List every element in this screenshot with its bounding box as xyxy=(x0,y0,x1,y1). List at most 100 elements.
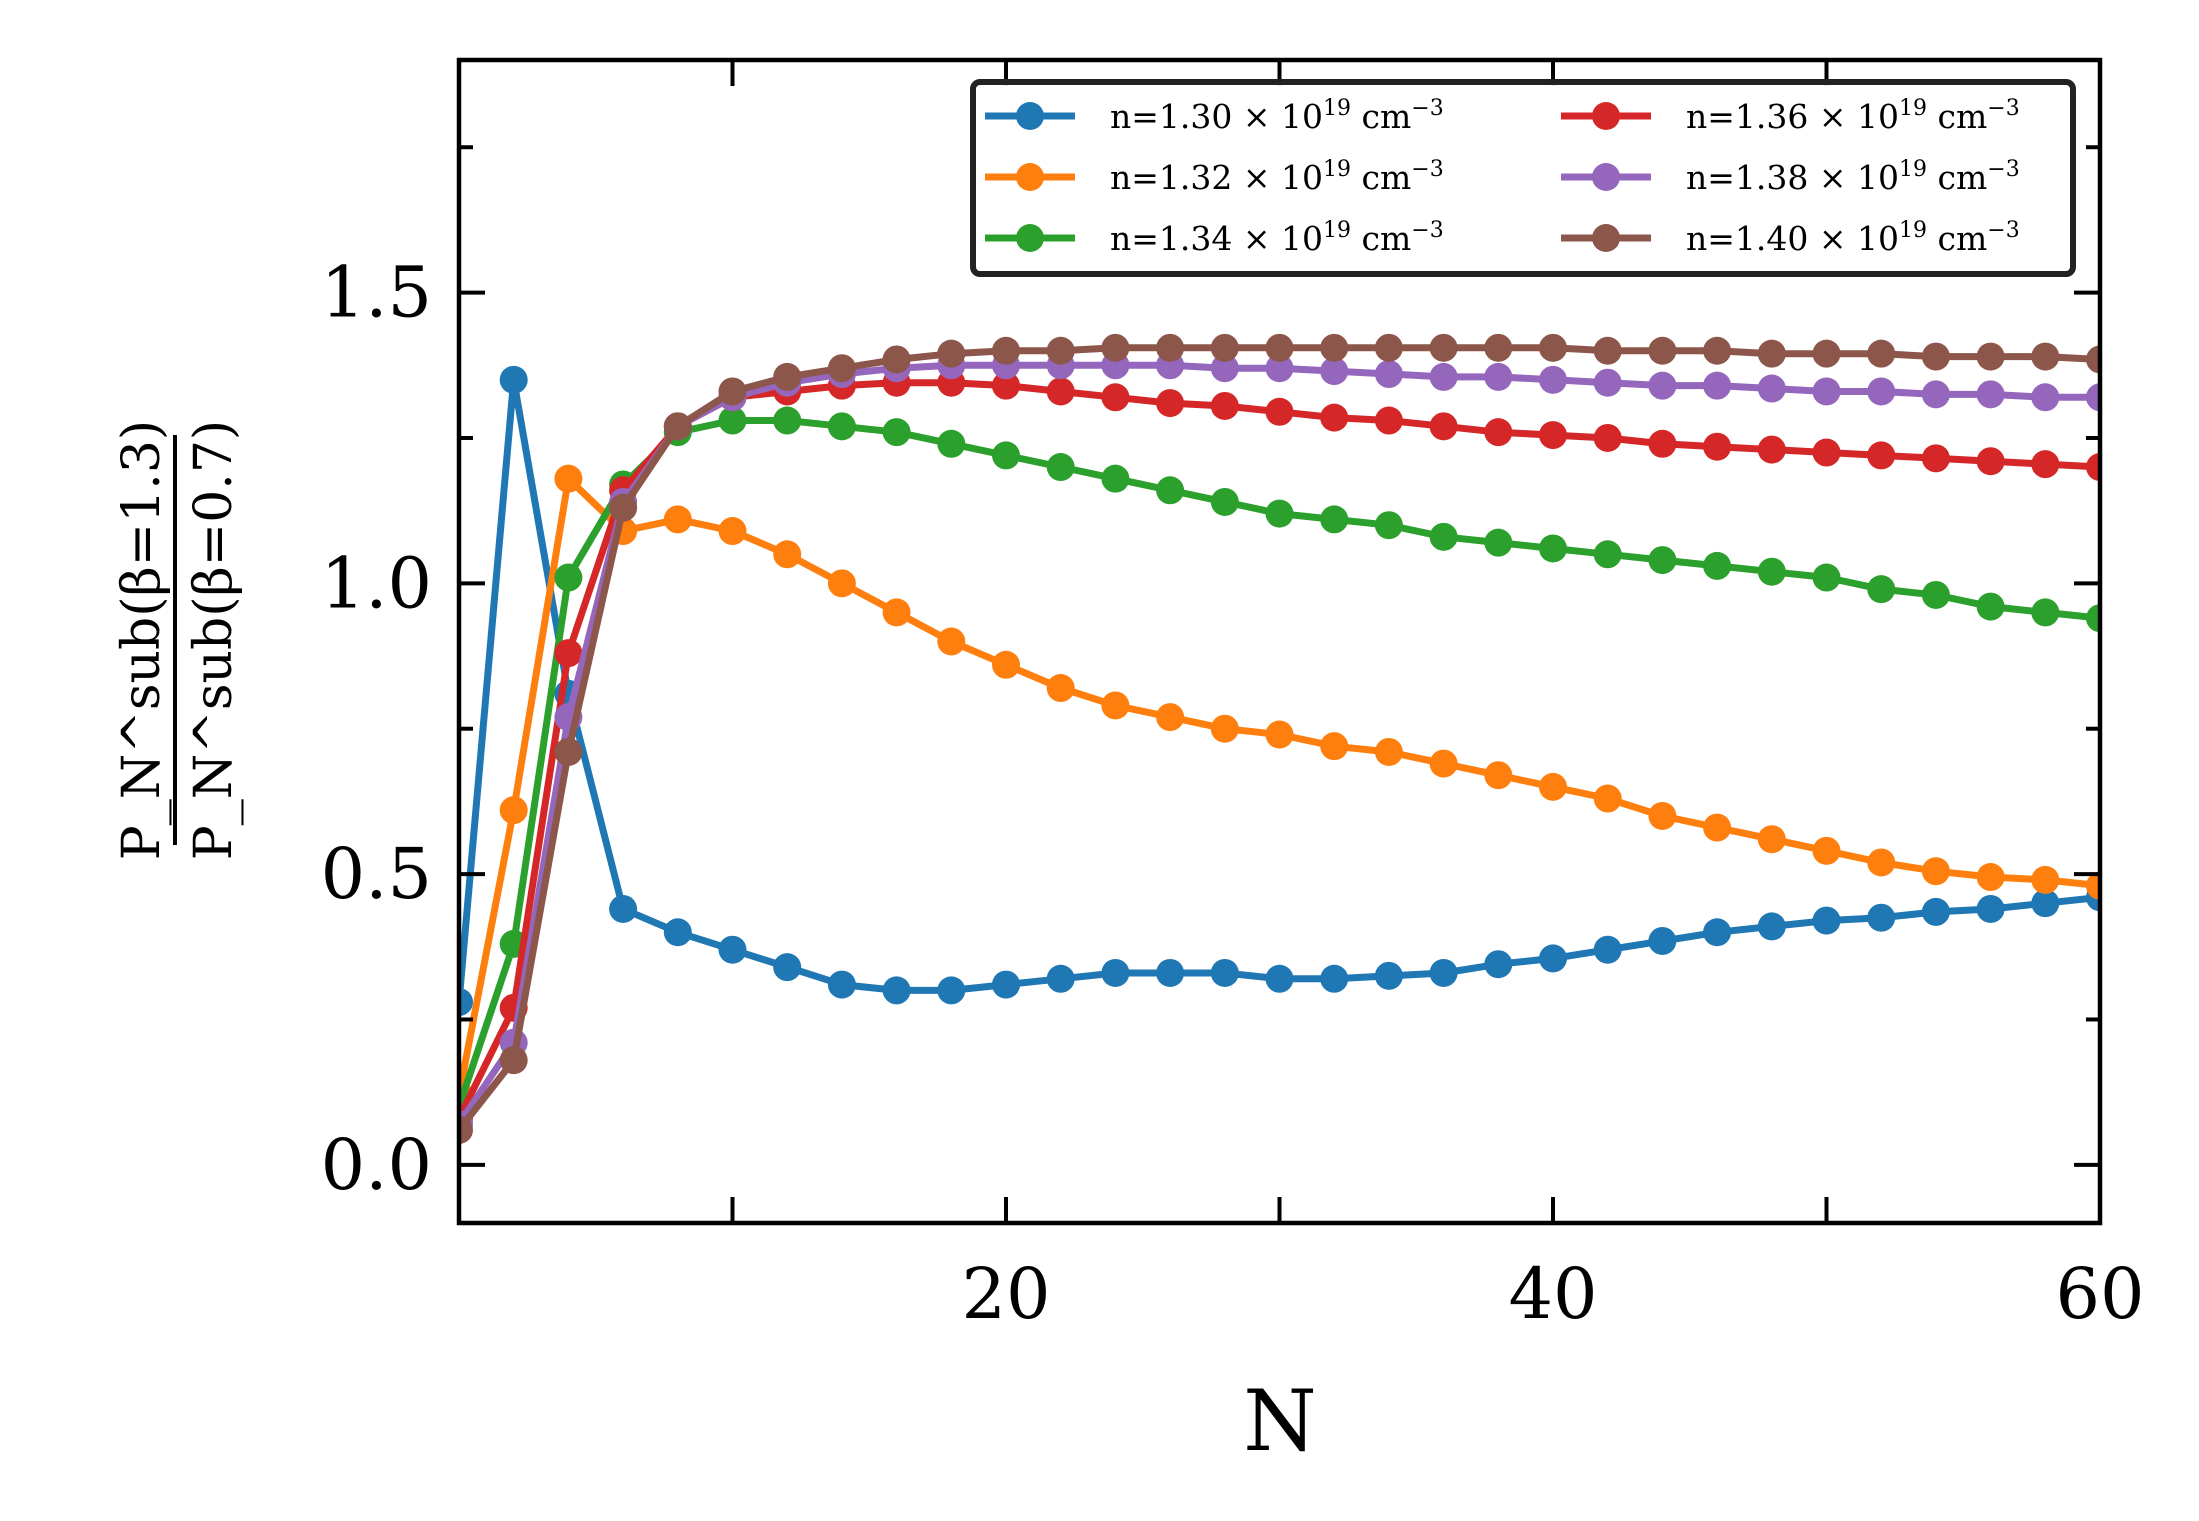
data-point xyxy=(1648,546,1677,575)
data-point xyxy=(827,354,856,383)
data-point xyxy=(2086,453,2100,482)
data-point xyxy=(1703,813,1732,842)
data-point xyxy=(1593,784,1622,813)
data-point xyxy=(1101,333,1130,362)
data-point xyxy=(1921,380,1950,409)
legend-swatch-marker xyxy=(1592,163,1620,191)
data-point xyxy=(1812,906,1841,935)
data-point xyxy=(1976,863,2005,892)
x-tick-label: 20 xyxy=(961,1253,1050,1335)
data-point xyxy=(1976,380,2005,409)
data-point xyxy=(1320,732,1349,761)
series-line xyxy=(459,376,2100,1003)
data-point xyxy=(1703,551,1732,580)
data-point xyxy=(1593,423,1622,452)
data-point xyxy=(827,970,856,999)
data-point xyxy=(1593,935,1622,964)
data-point xyxy=(1867,339,1896,368)
data-point xyxy=(1156,958,1185,987)
data-point xyxy=(1265,964,1294,993)
legend-item: n=1.34 × 1019 cm−3 xyxy=(985,218,1444,258)
data-point xyxy=(1703,918,1732,947)
data-point xyxy=(1265,354,1294,383)
data-point xyxy=(1757,912,1786,941)
tick-layer: 20 40 60 0.0 0.5 1.0 1.5 xyxy=(321,60,2145,1335)
data-point xyxy=(609,493,638,522)
data-point xyxy=(773,953,802,982)
data-point xyxy=(1320,505,1349,534)
data-point xyxy=(1484,950,1513,979)
data-point xyxy=(1976,894,2005,923)
data-point xyxy=(1757,557,1786,586)
data-point xyxy=(609,894,638,923)
data-point xyxy=(1210,391,1239,420)
data-point xyxy=(1320,357,1349,386)
data-point xyxy=(992,336,1020,365)
data-point xyxy=(1046,336,1075,365)
data-point xyxy=(554,737,583,766)
data-point xyxy=(499,1046,528,1075)
data-point xyxy=(1374,360,1403,389)
data-point xyxy=(499,796,528,825)
data-point xyxy=(1156,333,1185,362)
data-point xyxy=(1703,371,1732,400)
data-point xyxy=(2031,889,2060,918)
data-point xyxy=(1921,444,1950,473)
data-point xyxy=(1374,737,1403,766)
data-point xyxy=(827,569,856,598)
data-point xyxy=(882,976,911,1005)
series-line xyxy=(459,379,2100,1120)
data-point xyxy=(1648,429,1677,458)
data-point xyxy=(1210,714,1239,743)
data-point xyxy=(882,598,911,627)
data-point xyxy=(1867,377,1896,406)
data-point xyxy=(992,970,1020,999)
data-point xyxy=(1046,377,1075,406)
data-point xyxy=(1539,772,1567,801)
legend-swatch-marker xyxy=(1592,102,1620,130)
data-point xyxy=(773,406,802,435)
y-label-numerator: P_N^sub(β=1.3) xyxy=(112,420,172,860)
data-point xyxy=(1101,383,1130,412)
data-point xyxy=(992,441,1020,470)
data-point xyxy=(992,371,1020,400)
data-point xyxy=(1703,336,1732,365)
y-tick-label: 0.0 xyxy=(321,1124,432,1206)
data-point xyxy=(718,377,747,406)
legend-label: n=1.32 × 1019 cm−3 xyxy=(1110,157,1444,197)
data-point xyxy=(1156,389,1185,418)
legend-label: n=1.36 × 1019 cm−3 xyxy=(1686,96,2020,136)
data-point xyxy=(937,627,966,656)
data-point xyxy=(718,935,747,964)
data-point xyxy=(1374,511,1403,540)
data-point xyxy=(1757,374,1786,403)
data-point xyxy=(1265,333,1294,362)
data-point xyxy=(1320,964,1349,993)
data-point xyxy=(1429,362,1458,391)
data-point xyxy=(1210,487,1239,516)
data-point xyxy=(1429,958,1458,987)
y-tick-label: 1.0 xyxy=(321,542,432,624)
legend-swatch-marker xyxy=(1592,224,1620,252)
data-point xyxy=(1539,421,1567,450)
data-point xyxy=(992,650,1020,679)
series-4 xyxy=(459,368,2100,1133)
data-point xyxy=(1484,528,1513,557)
data-point xyxy=(1921,342,1950,371)
data-point xyxy=(499,365,528,394)
data-point xyxy=(1976,592,2005,621)
data-point xyxy=(2086,383,2100,412)
data-point xyxy=(663,505,692,534)
data-point xyxy=(1812,339,1841,368)
data-point xyxy=(459,1115,473,1144)
data-point xyxy=(1210,354,1239,383)
data-point xyxy=(1210,958,1239,987)
series-layer xyxy=(459,333,2100,1144)
data-point xyxy=(1429,412,1458,441)
legend-item: n=1.32 × 1019 cm−3 xyxy=(985,157,1444,197)
data-point xyxy=(1976,447,2005,476)
data-point xyxy=(1484,418,1513,447)
series-line xyxy=(459,475,2100,1096)
data-point xyxy=(1429,522,1458,551)
